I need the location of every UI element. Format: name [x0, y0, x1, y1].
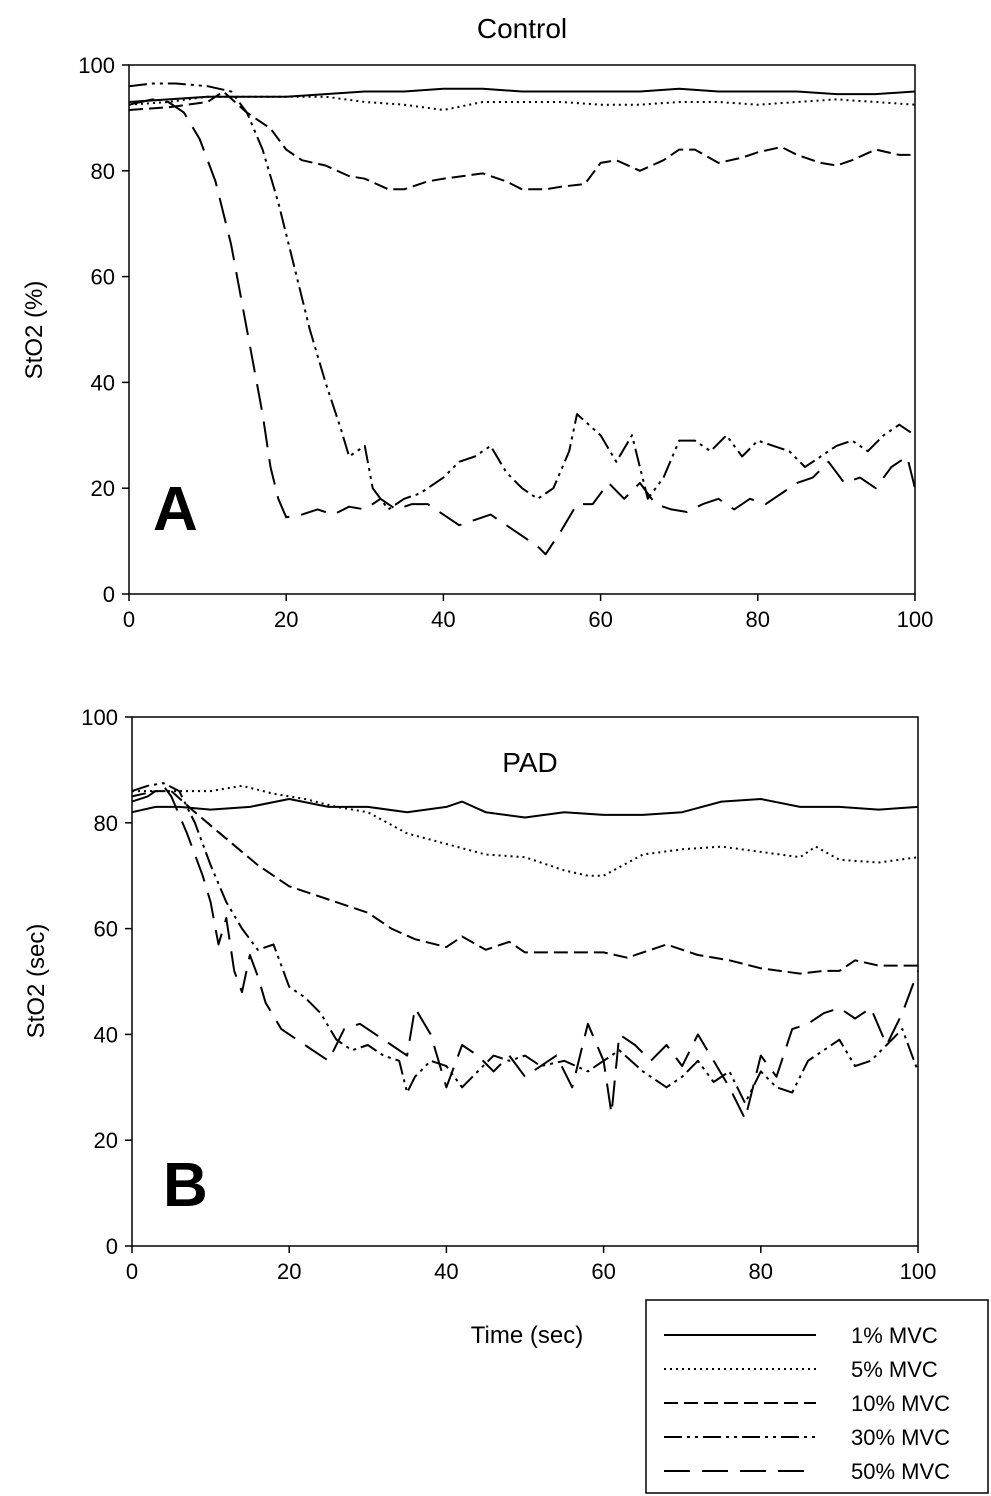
y-tick-label: 60	[94, 917, 118, 942]
x-tick-label: 60	[588, 607, 612, 632]
series-line-30-mvc	[131, 782, 919, 1105]
x-tick-label: 0	[123, 607, 135, 632]
panel-b-xlabel: Time (sec)	[471, 1322, 583, 1349]
series-line-5-mvc	[132, 784, 919, 877]
panel-b-plot-frame	[131, 716, 919, 1247]
y-tick-label: 80	[91, 159, 115, 184]
panel-a: Control StO2 (%) A 0 20 40 60 80 100 0 20 40 60 80…	[21, 13, 933, 632]
series-line-5-mvc	[128, 95, 916, 111]
panel-a-ticks: 0 20 40 60 80 100 0 20 40 60 80 100	[78, 53, 933, 632]
series-line-1-mvc	[128, 87, 916, 103]
panel-b-series	[131, 782, 919, 1120]
y-tick-label: 80	[94, 811, 118, 836]
series-line-50-mvc	[131, 784, 919, 1120]
y-tick-label: 40	[94, 1022, 118, 1047]
x-tick-label: 20	[274, 607, 298, 632]
y-tick-label: 20	[91, 476, 115, 501]
x-tick-label: 40	[434, 1259, 458, 1284]
panel-b-title: PAD	[502, 747, 558, 778]
y-tick-label: 40	[91, 370, 115, 395]
x-tick-label: 100	[897, 607, 934, 632]
series-line-10-mvc	[131, 790, 918, 975]
legend: 1% MVC 5% MVC 10% MVC 30% MVC 50% MVC	[645, 1299, 989, 1494]
y-tick-label: 0	[103, 582, 115, 607]
x-tick-label: 0	[126, 1259, 138, 1284]
y-tick-label: 0	[106, 1234, 118, 1259]
x-tick-label: 60	[591, 1259, 615, 1284]
x-tick-label: 80	[746, 607, 770, 632]
legend-items: 1% MVC 5% MVC 10% MVC 30% MVC 50% MVC	[664, 1323, 950, 1484]
series-line-10-mvc	[128, 90, 915, 191]
legend-label: 30% MVC	[851, 1425, 950, 1450]
panel-a-letter: A	[153, 475, 198, 544]
series-line-50-mvc	[128, 98, 916, 556]
legend-label: 1% MVC	[851, 1323, 938, 1348]
panel-a-plot-frame	[128, 64, 916, 595]
panel-a-ylabel: StO2 (%)	[21, 281, 48, 380]
legend-label: 10% MVC	[851, 1391, 950, 1416]
legend-label: 50% MVC	[851, 1459, 950, 1484]
panel-a-title: Control	[477, 13, 567, 44]
legend-label: 5% MVC	[851, 1357, 938, 1382]
x-tick-label: 80	[749, 1259, 773, 1284]
y-tick-label: 100	[78, 53, 115, 78]
y-tick-label: 60	[91, 265, 115, 290]
series-line-30-mvc	[128, 82, 916, 511]
panel-b-ylabel: StO2 (sec)	[23, 924, 50, 1039]
x-tick-label: 100	[900, 1259, 937, 1284]
y-tick-label: 100	[81, 705, 118, 730]
panel-b-letter: B	[163, 1151, 208, 1220]
panel-b-ticks: 0 20 40 60 80 100 0 20 40 60 80 100	[81, 705, 936, 1284]
x-tick-label: 20	[277, 1259, 301, 1284]
y-tick-label: 20	[94, 1128, 118, 1153]
legend-box	[645, 1299, 989, 1494]
panel-a-series	[128, 82, 916, 556]
panel-b: PAD StO2 (sec) Time (sec) B 0 20 40 60 80 100…	[23, 705, 936, 1349]
x-tick-label: 40	[431, 607, 455, 632]
series-line-1-mvc	[131, 798, 919, 819]
